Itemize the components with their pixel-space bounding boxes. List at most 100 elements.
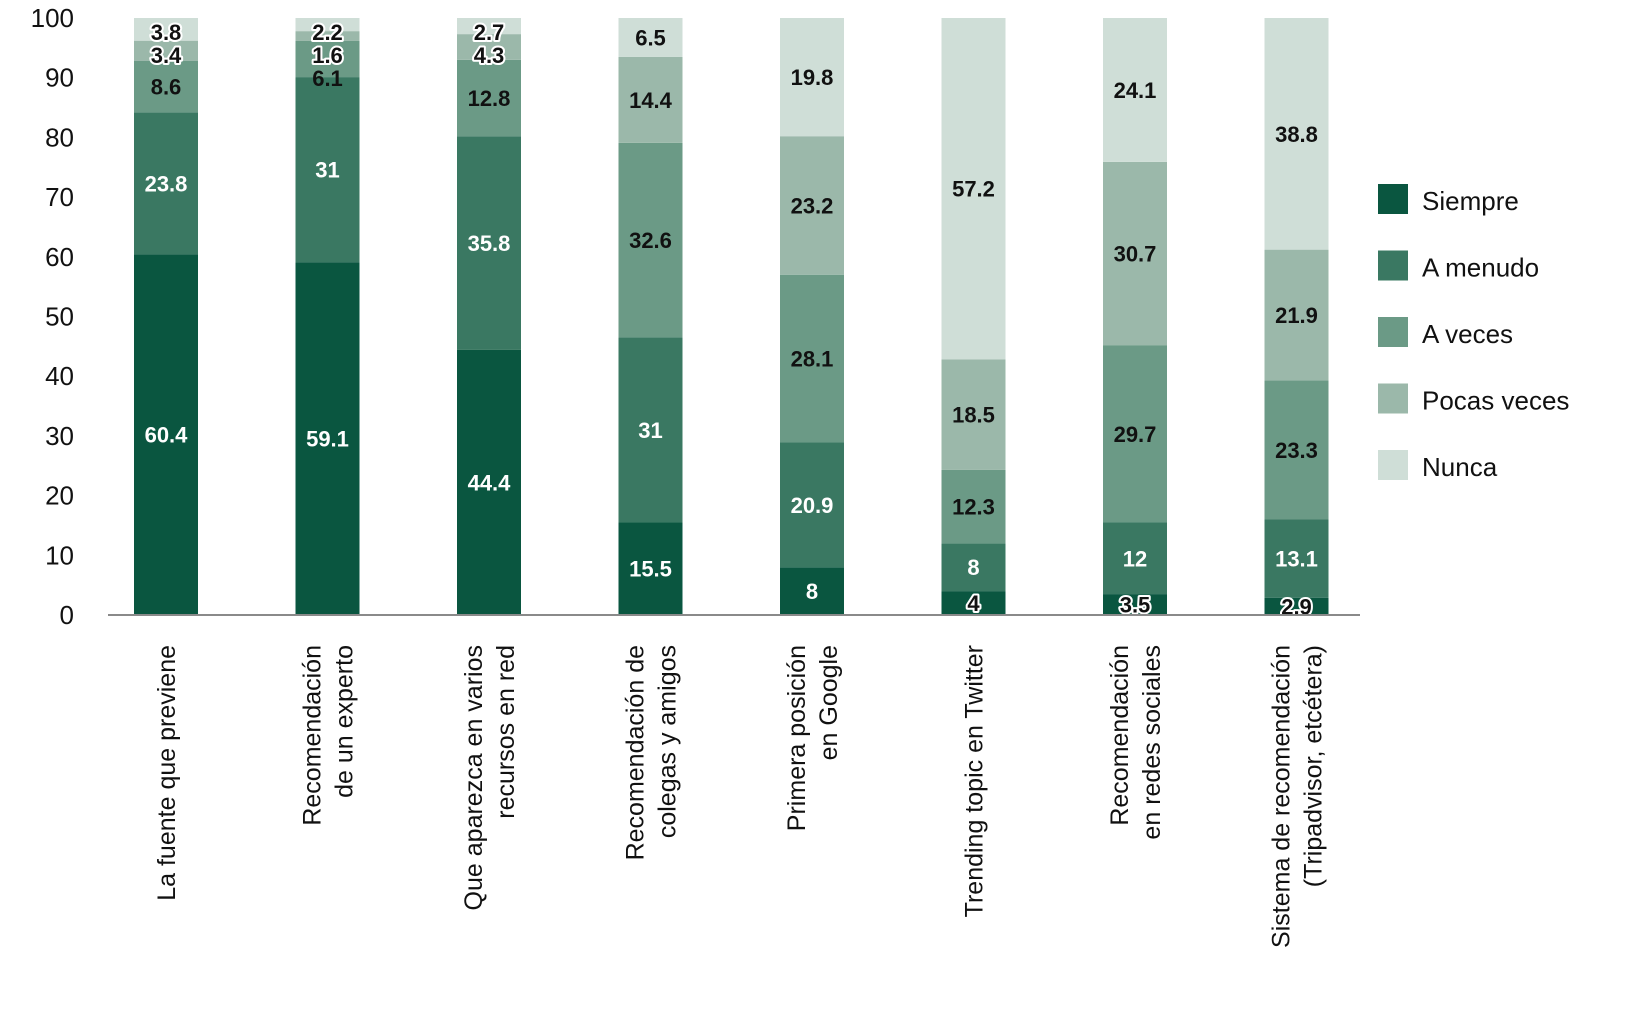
bar-segment <box>1264 380 1329 520</box>
bar-segment <box>1103 345 1167 523</box>
bar-value-label: 35.8 <box>468 231 511 256</box>
legend-swatch <box>1378 450 1408 480</box>
bar-segment <box>457 59 521 137</box>
x-category-label-line: de un experto <box>331 645 359 798</box>
bar-value-label: 44.4 <box>468 470 512 495</box>
bar-segment <box>295 18 360 32</box>
x-category-label-line: Recomendación de <box>622 645 650 860</box>
legend-item: A veces <box>1378 317 1513 349</box>
legend-swatch <box>1378 383 1408 414</box>
bar-value-label: 3.4 <box>151 43 182 68</box>
y-tick-label: 0 <box>60 600 74 630</box>
bar-value-label: 23.3 <box>1275 438 1318 463</box>
bar-segment <box>780 442 844 568</box>
x-category-label: Recomendación en redes sociales <box>1106 645 1166 840</box>
bar-value-label: 8.6 <box>151 75 182 100</box>
x-category-label-line: colegas y amigos <box>654 645 682 838</box>
bar-value-label: 4.3 <box>474 43 505 68</box>
x-category-label-line: en redes sociales <box>1138 645 1166 840</box>
x-category-label: Trending topic en Twitter <box>961 645 989 917</box>
legend: Siempre A menudo A veces Pocas veces Nunca <box>1378 184 1569 482</box>
bar-value-label: 8 <box>967 555 979 580</box>
bar-segment <box>1264 249 1329 381</box>
bar-segment <box>457 18 521 35</box>
bar-value-label: 1.6 <box>312 43 343 68</box>
bar-stack <box>1103 18 1167 615</box>
y-tick-label: 30 <box>45 421 74 451</box>
x-category-label-line: Primera posición <box>783 645 811 831</box>
bar-stack <box>941 18 1006 615</box>
bar-segment <box>1264 597 1329 615</box>
bar-value-label: 31 <box>638 418 662 443</box>
bar-segment <box>1103 522 1167 595</box>
bar-value-label: 38.8 <box>1275 122 1318 147</box>
bar-value-label: 30.7 <box>1114 242 1157 267</box>
bar-stack <box>295 18 360 615</box>
x-category-label: Recomendación de colegas y amigos <box>622 645 682 860</box>
bar-segment <box>618 142 683 338</box>
bar-value-label: 13.1 <box>1275 547 1318 572</box>
bar-value-label: 20.9 <box>791 493 834 518</box>
x-category-label-line: recursos en red <box>492 645 520 819</box>
bar-value-label: 3.8 <box>151 20 182 45</box>
y-tick-label: 80 <box>45 122 74 152</box>
legend-item: A menudo <box>1378 250 1539 283</box>
bar-value-label: 24.1 <box>1114 78 1157 103</box>
bar-value-label: 21.9 <box>1275 303 1318 328</box>
x-category-label: La fuente que previene <box>153 645 181 901</box>
bar-segment <box>457 349 521 615</box>
legend-item: Pocas veces <box>1378 383 1569 416</box>
bar-value-label: 8 <box>806 579 818 604</box>
bar-value-label: 60.4 <box>145 423 189 448</box>
bar-segment <box>941 18 1006 360</box>
bar-value-label: 6.5 <box>635 25 666 50</box>
y-tick-label: 60 <box>45 242 74 272</box>
bar-segment <box>1103 161 1167 346</box>
x-category-label: Primera posición en Google <box>783 645 843 831</box>
x-category-label-line: Que aparezca en varios <box>460 645 488 910</box>
bar-segment <box>457 136 521 350</box>
bar-stack <box>134 18 198 616</box>
bar-value-label: 2.2 <box>312 20 343 45</box>
bar-value-label: 19.8 <box>791 65 834 90</box>
bar-segment <box>295 40 360 78</box>
y-axis: 0 10 20 30 40 50 60 70 80 90 100 <box>31 3 74 630</box>
y-tick-label: 50 <box>45 302 74 332</box>
bar-segment <box>134 112 198 255</box>
bar-segment <box>780 567 844 615</box>
bar-value-label: 23.8 <box>145 171 188 196</box>
bar-segment <box>618 18 683 57</box>
bar-segment <box>941 543 1006 592</box>
bar-segment <box>618 337 683 523</box>
bar-segment <box>941 591 1006 615</box>
bar-value-label: 31 <box>315 158 339 183</box>
bar-segment <box>780 136 844 275</box>
bar-stack <box>457 18 521 615</box>
bar-segment <box>941 469 1006 544</box>
x-category-label-line: Recomendación <box>299 645 327 826</box>
x-category-label: Recomendación de un experto <box>299 645 359 826</box>
bar-segment <box>780 274 844 443</box>
bar-segment <box>134 18 198 41</box>
x-category-label-line: en Google <box>815 645 843 760</box>
y-tick-label: 70 <box>45 182 74 212</box>
bar-segment <box>941 359 1006 470</box>
legend-label: Pocas veces <box>1422 386 1569 416</box>
legend-item: Nunca <box>1378 450 1498 482</box>
bar-segment <box>1264 18 1329 250</box>
x-category-label-line: Trending topic en Twitter <box>961 645 989 917</box>
bar-segment <box>1264 519 1329 598</box>
x-category-label-line: La fuente que previene <box>153 645 181 901</box>
y-tick-label: 40 <box>45 361 74 391</box>
bar-value-label: 29.7 <box>1114 422 1157 447</box>
bar-segment <box>1103 594 1167 615</box>
bar-value-label: 18.5 <box>952 403 995 428</box>
bar-value-label: 12.8 <box>468 86 511 111</box>
bar-segment <box>618 522 683 615</box>
y-tick-label: 20 <box>45 481 74 511</box>
legend-swatch <box>1378 317 1408 347</box>
y-tick-label: 10 <box>45 540 74 570</box>
x-category-label: Que aparezca en varios recursos en red <box>460 645 520 910</box>
bar-value-label: 3.5 <box>1120 593 1151 618</box>
